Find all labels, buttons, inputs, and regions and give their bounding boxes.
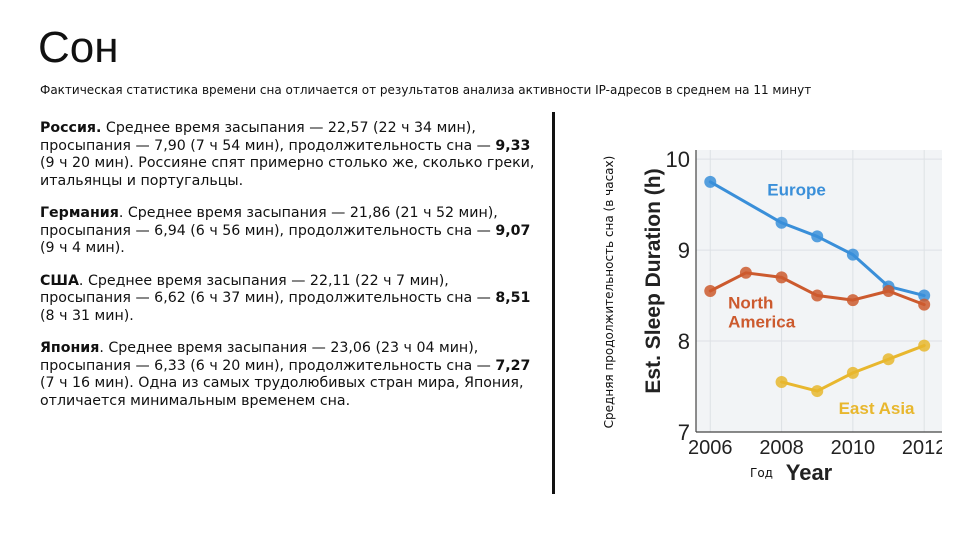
country-name-japan: Япония (40, 340, 100, 356)
data-point-europe (704, 175, 717, 188)
data-point-east-asia (846, 366, 859, 379)
data-point-east-asia (775, 375, 788, 388)
paragraph-text: (8 ч 31 мин). (40, 307, 134, 324)
sleep-duration-value: 9,07 (495, 222, 531, 239)
country-name-germany: Германия (40, 205, 119, 221)
y-tick-label: 8 (678, 329, 690, 354)
data-point-north-america (775, 271, 788, 284)
x-tick-label: 2010 (831, 437, 876, 459)
series-label-europe: Europe (767, 180, 826, 199)
paragraph-japan: Япония. Среднее время засыпания — 23,06 … (40, 340, 540, 410)
data-point-east-asia (811, 385, 824, 398)
x-tick-label: 2008 (759, 437, 804, 459)
data-point-north-america (811, 289, 824, 302)
country-stats: Россия. Среднее время засыпания — 22,57 … (40, 120, 540, 425)
sleep-duration-value: 9,33 (495, 137, 531, 154)
slide-subtitle: Фактическая статистика времени сна отлич… (40, 83, 812, 97)
y-tick-label: 7 (678, 420, 690, 445)
sleep-duration-value: 7,27 (495, 357, 531, 374)
country-name-usa: США (40, 272, 79, 289)
series-label-east-asia: East Asia (839, 399, 915, 418)
paragraph-text: (7 ч 16 мин). Одна из самых трудолюбивых… (40, 375, 524, 409)
vertical-divider (552, 112, 555, 494)
data-point-north-america (739, 266, 752, 279)
series-label-north-america: North (728, 293, 773, 312)
data-point-north-america (882, 285, 895, 297)
russian-x-axis-label: Год (750, 466, 773, 480)
y-tick-label: 9 (678, 238, 690, 263)
series-label-north-america: America (728, 312, 796, 331)
paragraph-text: . Среднее время засыпания — 21,86 (21 ч … (40, 205, 498, 239)
sleep-duration-value: 8,51 (495, 290, 531, 306)
data-point-europe (811, 230, 824, 243)
paragraph-russia: Россия. Среднее время засыпания — 22,57 … (40, 120, 540, 190)
data-point-north-america (918, 298, 931, 311)
data-point-europe (918, 289, 931, 302)
paragraph-text: . Среднее время засыпания — 22,11 (22 ч … (40, 272, 496, 307)
russian-y-axis-label: Средняя продолжительность сна (в часах) (602, 155, 616, 429)
country-name-russia: Россия. (40, 120, 102, 136)
x-tick-label: 2006 (688, 437, 733, 459)
paragraph-text: (9 ч 20 мин). Россияне спят примерно сто… (40, 155, 535, 189)
series-line-europe (708, 180, 926, 298)
data-point-east-asia (918, 339, 931, 352)
data-point-europe (775, 216, 788, 229)
paragraph-text: (9 ч 4 мин). (40, 240, 125, 256)
slide-title: Сон (38, 23, 119, 72)
paragraph-germany: Германия. Среднее время засыпания — 21,8… (40, 205, 540, 258)
paragraph-text: . Среднее время засыпания — 23,06 (23 ч … (40, 340, 496, 374)
data-point-europe (846, 248, 859, 261)
x-tick-label: 2012 (902, 437, 942, 459)
x-axis-title: Year (786, 460, 833, 485)
data-point-east-asia (882, 353, 895, 366)
sleep-duration-chart: 7 8 9 10 2006 2008 2010 2012 Est. Sleep Duration… (642, 147, 942, 485)
y-tick-label: 10 (666, 147, 690, 172)
y-axis-title: Est. Sleep Duration (h) (642, 168, 665, 393)
data-point-north-america (846, 294, 859, 307)
data-point-north-america (704, 285, 717, 297)
paragraph-usa: США. Среднее время засыпания — 22,11 (22… (40, 273, 540, 326)
paragraph-text: Среднее время засыпания — 22,57 (22 ч 34… (40, 120, 496, 154)
